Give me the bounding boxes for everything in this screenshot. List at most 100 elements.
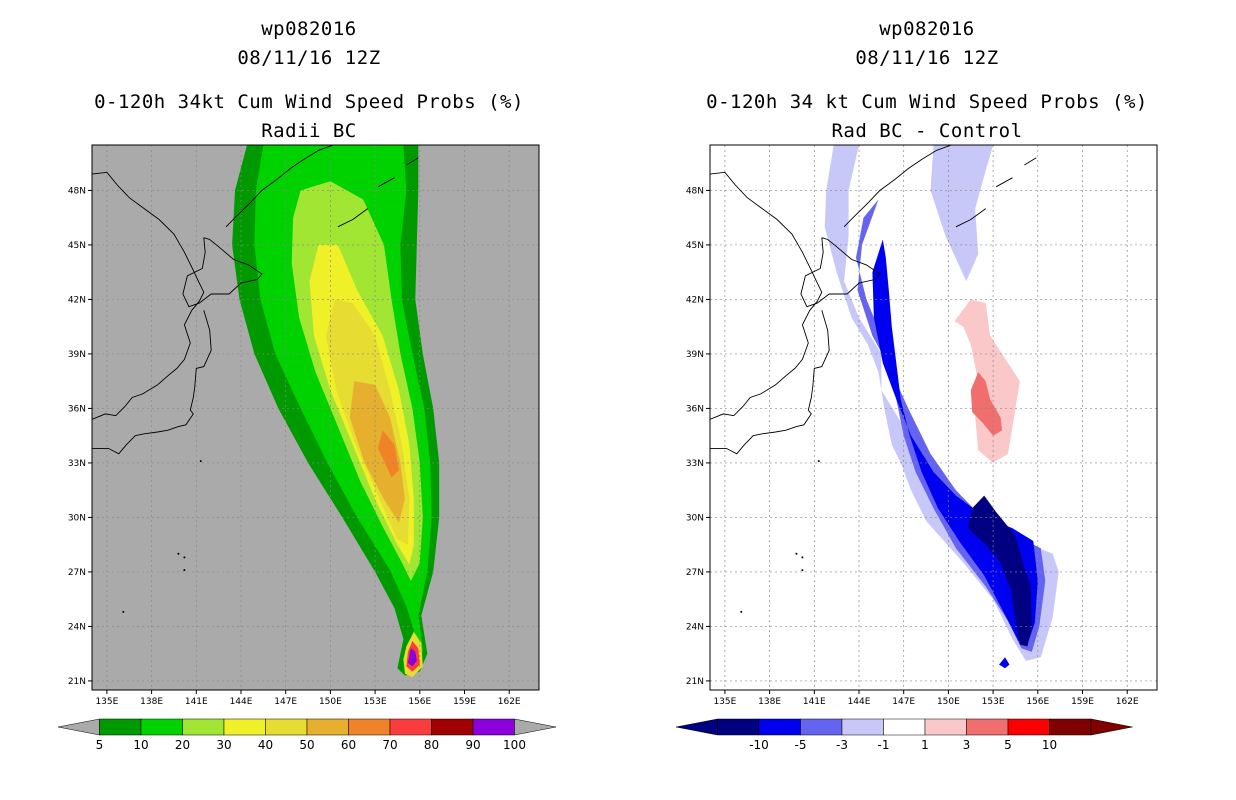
right-colorbar-swatch	[883, 718, 926, 736]
left-x-tick-label: 162E	[498, 697, 521, 707]
left-island-4	[122, 610, 125, 613]
left-colorbar-swatch	[472, 718, 515, 736]
right-contour-region-1	[930, 145, 994, 282]
right-colorbar-label: -10	[749, 738, 769, 752]
right-y-tick-label: 48N	[686, 186, 704, 196]
left-y-tick-label: 24N	[68, 622, 86, 632]
right-x-tick-label: 150E	[937, 697, 960, 707]
right-colorbar-over-arrow	[1090, 718, 1133, 736]
right-plot-background	[710, 145, 1157, 690]
right-contour-region-5	[954, 299, 1020, 463]
left-colorbar-over-arrow	[514, 718, 557, 736]
left-contour-region-9	[407, 648, 417, 667]
right-colorbar-label: 10	[1042, 738, 1057, 752]
left-colorbar-label: 90	[465, 738, 480, 752]
right-colorbar-label: -1	[878, 738, 890, 752]
left-chart-title: 0-120h 34kt Cum Wind Speed Probs (%)	[94, 91, 524, 113]
right-coastline-6	[1024, 157, 1037, 166]
right-colorbar-swatch	[800, 718, 843, 736]
left-x-tick-label: 138E	[140, 697, 163, 707]
left-coastline-5	[377, 177, 395, 188]
right-contour-region-4	[967, 495, 1032, 647]
right-chart-subtitle: Rad BC - Control	[831, 120, 1023, 142]
left-island-0	[199, 460, 202, 463]
left-x-tick-label: 150E	[319, 697, 342, 707]
right-colorbar-swatch	[966, 718, 1009, 736]
left-colorbar-swatch	[348, 718, 391, 736]
right-colorbar-swatch	[717, 718, 760, 736]
right-x-tick-label: 135E	[713, 697, 736, 707]
right-x-tick-label: 162E	[1116, 697, 1139, 707]
right-x-tick-label: 156E	[1026, 697, 1049, 707]
left-colorbar-label: 40	[258, 738, 273, 752]
left-colorbar-label: 20	[175, 738, 190, 752]
left-x-tick-label: 159E	[453, 697, 476, 707]
right-x-tick-label: 141E	[803, 697, 826, 707]
right-x-tick-label: 138E	[758, 697, 781, 707]
left-coastline-1	[182, 237, 263, 308]
right-colorbar-swatch	[1049, 718, 1092, 736]
left-date: 08/11/16 12Z	[237, 47, 381, 69]
right-date: 08/11/16 12Z	[855, 47, 999, 69]
left-chart-panel: wp082016 08/11/16 12Z 0-120h 34kt Cum Wi…	[57, 18, 557, 752]
right-colorbar-label: 3	[963, 738, 971, 752]
left-colorbar-label: 5	[96, 738, 104, 752]
left-colorbar-label: 80	[424, 738, 439, 752]
left-x-tick-label: 156E	[408, 697, 431, 707]
left-coastline-3	[225, 145, 334, 228]
right-island-3	[801, 569, 804, 572]
right-coastline-3	[843, 145, 952, 228]
left-y-tick-label: 27N	[68, 568, 86, 578]
right-x-tick-label: 153E	[982, 697, 1005, 707]
left-colorbar-label: 10	[133, 738, 148, 752]
right-colorbar-label: -3	[836, 738, 848, 752]
left-colorbar-swatch	[99, 718, 142, 736]
left-y-tick-label: 45N	[68, 241, 86, 251]
left-colorbar-swatch	[389, 718, 432, 736]
left-y-tick-label: 33N	[68, 459, 86, 469]
left-y-tick-label: 42N	[68, 295, 86, 305]
left-y-tick-label: 30N	[68, 513, 86, 523]
left-contour-region-5	[349, 381, 405, 523]
left-colorbar-swatch	[223, 718, 266, 736]
right-coastline-1	[800, 237, 881, 308]
right-coastline-0	[710, 171, 823, 420]
right-x-tick-label: 147E	[892, 697, 915, 707]
left-colorbar-label: 60	[341, 738, 356, 752]
left-island-2	[183, 556, 186, 559]
left-colorbar-under-arrow	[57, 718, 100, 736]
right-gridlines	[710, 145, 1157, 690]
left-coastline-0	[92, 171, 205, 420]
left-x-tick-label: 141E	[185, 697, 208, 707]
left-colorbar-swatch	[306, 718, 349, 736]
left-x-tick-label: 144E	[230, 697, 253, 707]
left-colorbar-swatch	[182, 718, 225, 736]
left-colorbar-label: 100	[503, 738, 526, 752]
right-colorbar-label: 1	[921, 738, 929, 752]
left-x-tick-label: 147E	[274, 697, 297, 707]
right-colorbar-under-arrow	[675, 718, 718, 736]
right-y-tick-label: 42N	[686, 295, 704, 305]
right-y-tick-label: 39N	[686, 350, 704, 360]
right-colorbar-label: -5	[795, 738, 807, 752]
right-colorbar-swatch	[924, 718, 967, 736]
right-y-tick-label: 21N	[686, 677, 704, 687]
right-plot-frame	[709, 144, 1158, 691]
left-chart-subtitle: Radii BC	[261, 120, 357, 142]
right-island-2	[801, 556, 804, 559]
right-colorbar: -10 -5 -3 -1 1 3 5 10	[675, 718, 1133, 752]
left-y-tick-label: 39N	[68, 350, 86, 360]
right-difference-map: 135E 138E 141E 144E 147E 150E 153E 156E 159E 162E…	[675, 144, 1158, 752]
right-y-tick-label: 36N	[686, 404, 704, 414]
right-contour-region-7	[999, 657, 1010, 669]
left-island-1	[177, 552, 180, 555]
right-y-tick-label: 33N	[686, 459, 704, 469]
left-contour-region-6	[378, 430, 399, 478]
right-coastline-2	[710, 310, 830, 455]
right-colorbar-label: 5	[1004, 738, 1012, 752]
left-y-tick-label: 21N	[68, 677, 86, 687]
right-island-4	[740, 610, 743, 613]
right-y-tick-label: 24N	[686, 622, 704, 632]
left-y-tick-label: 36N	[68, 404, 86, 414]
left-island-3	[183, 569, 186, 572]
